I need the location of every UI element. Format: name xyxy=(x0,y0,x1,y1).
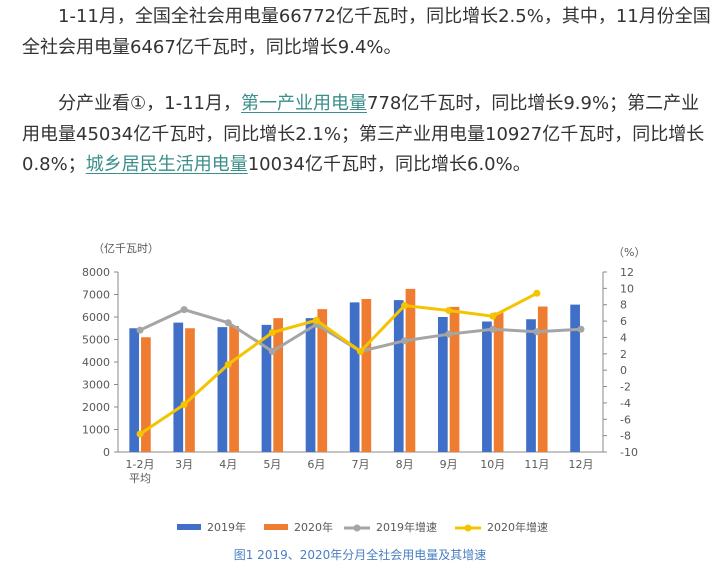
bar-2020 xyxy=(361,299,372,452)
category-label: 5月 xyxy=(263,458,281,471)
bar-2019 xyxy=(437,317,448,452)
left-tick-label: 8000 xyxy=(82,266,110,279)
category-label: 6月 xyxy=(307,458,325,471)
bar-2019 xyxy=(349,302,360,452)
point-2020-growth xyxy=(401,302,409,310)
line-2019-growth xyxy=(139,308,582,354)
category-label: 10月 xyxy=(480,458,505,471)
left-tick-label: 1000 xyxy=(82,424,110,437)
chart-caption: 图1 2019、2020年分月全社会用电量及其增速 xyxy=(234,547,487,562)
right-tick-label: 6 xyxy=(620,315,627,328)
point-2020-growth xyxy=(312,316,320,324)
paragraph-by-industry: 分产业看①，1-11月，第一产业用电量778亿千瓦时，同比增长9.9%；第二产业… xyxy=(22,89,712,181)
right-tick-label: -2 xyxy=(620,381,631,394)
legend-label: 2020年 xyxy=(294,520,333,534)
point-2019-growth xyxy=(577,325,585,333)
point-2019-growth xyxy=(489,325,497,333)
point-2020-growth xyxy=(136,430,144,438)
left-tick-label: 5000 xyxy=(82,334,110,347)
bar-2020 xyxy=(317,309,328,452)
bar-2019 xyxy=(173,322,184,452)
right-tick-label: -6 xyxy=(620,413,631,426)
bar-2019 xyxy=(570,304,580,452)
right-tick-label: 0 xyxy=(620,364,627,377)
bar-2020 xyxy=(537,306,548,452)
bar-2019 xyxy=(129,328,140,452)
bar-2019 xyxy=(305,318,316,452)
left-tick-label: 6000 xyxy=(82,311,110,324)
point-2019-growth xyxy=(224,319,232,327)
point-2020-growth xyxy=(180,401,188,409)
bar-2020 xyxy=(405,288,416,452)
line-2020-growth xyxy=(139,291,538,436)
right-tick-label: 12 xyxy=(620,266,634,279)
legend-label: 2020年增速 xyxy=(487,520,548,534)
point-2019-growth xyxy=(268,347,276,355)
point-2020-growth xyxy=(268,329,276,337)
right-tick-label: -4 xyxy=(620,397,631,410)
bar-2020 xyxy=(141,337,151,452)
legend-label: 2019年 xyxy=(207,520,246,534)
category-label: 3月 xyxy=(175,458,193,471)
point-2020-growth xyxy=(489,312,497,320)
point-2020-growth xyxy=(445,306,453,314)
category-label: 7月 xyxy=(352,458,370,471)
category-label: 11月 xyxy=(524,458,549,471)
p2-text-a: 分产业看①，1-11月， xyxy=(58,93,241,114)
point-2019-growth xyxy=(401,337,409,345)
legend-swatch xyxy=(177,524,201,530)
point-2019-growth xyxy=(312,320,320,328)
p2-text-b: 778亿千瓦时，同比增长9.9%；第二产业用电量45034亿千瓦时，同比增长2.… xyxy=(22,93,705,175)
left-tick-label: 3000 xyxy=(82,379,110,392)
legend-label: 2019年增速 xyxy=(376,520,437,534)
bar-2019 xyxy=(393,300,404,452)
point-2019-growth xyxy=(357,347,364,355)
p2-text-c: 10034亿千瓦时，同比增长6.0%。 xyxy=(247,154,531,175)
bar-2020 xyxy=(229,326,239,452)
bar-2020 xyxy=(449,306,460,452)
point-2019-growth xyxy=(180,306,188,314)
category-label: 4月 xyxy=(219,458,237,471)
right-tick-label: 10 xyxy=(620,282,634,295)
bar-2019 xyxy=(261,324,272,452)
right-tick-label: -8 xyxy=(620,430,631,443)
point-2020-growth xyxy=(533,289,541,297)
category-label: 9月 xyxy=(440,458,458,471)
point-2020-growth xyxy=(224,360,232,368)
category-label: 12月 xyxy=(568,458,593,471)
legend-marker xyxy=(464,524,472,532)
legend-marker xyxy=(353,524,361,532)
left-axis-title: （亿千瓦时） xyxy=(93,242,159,255)
category-label: 平均 xyxy=(129,472,151,485)
category-label: 1-2月 xyxy=(126,458,155,471)
right-tick-label: 2 xyxy=(620,348,627,361)
right-axis-title: （%） xyxy=(613,246,645,259)
right-tick-label: -10 xyxy=(620,446,638,459)
left-tick-label: 0 xyxy=(103,446,110,459)
left-tick-label: 4000 xyxy=(82,356,110,369)
link-primary-industry[interactable]: 第一产业用电量 xyxy=(241,93,367,114)
category-label: 8月 xyxy=(396,458,414,471)
point-2019-growth xyxy=(533,328,541,336)
bar-2019 xyxy=(526,319,536,452)
bar-2019 xyxy=(482,321,492,452)
left-tick-label: 2000 xyxy=(82,401,110,414)
bar-2020 xyxy=(273,318,284,452)
legend-swatch xyxy=(264,524,288,530)
point-2019-growth xyxy=(445,330,453,338)
bar-2019 xyxy=(217,327,228,452)
paragraph-total-consumption: 1-11月，全国全社会用电量66772亿千瓦时，同比增长2.5%，其中，11月份… xyxy=(22,6,711,58)
left-tick-label: 7000 xyxy=(82,289,110,302)
point-2020-growth xyxy=(357,347,364,355)
right-tick-label: 8 xyxy=(620,299,627,312)
point-2019-growth xyxy=(136,326,144,334)
right-tick-label: 4 xyxy=(620,331,627,344)
bar-2020 xyxy=(185,328,195,452)
bar-2020 xyxy=(493,312,504,452)
link-residential-consumption[interactable]: 城乡居民生活用电量 xyxy=(85,154,248,175)
